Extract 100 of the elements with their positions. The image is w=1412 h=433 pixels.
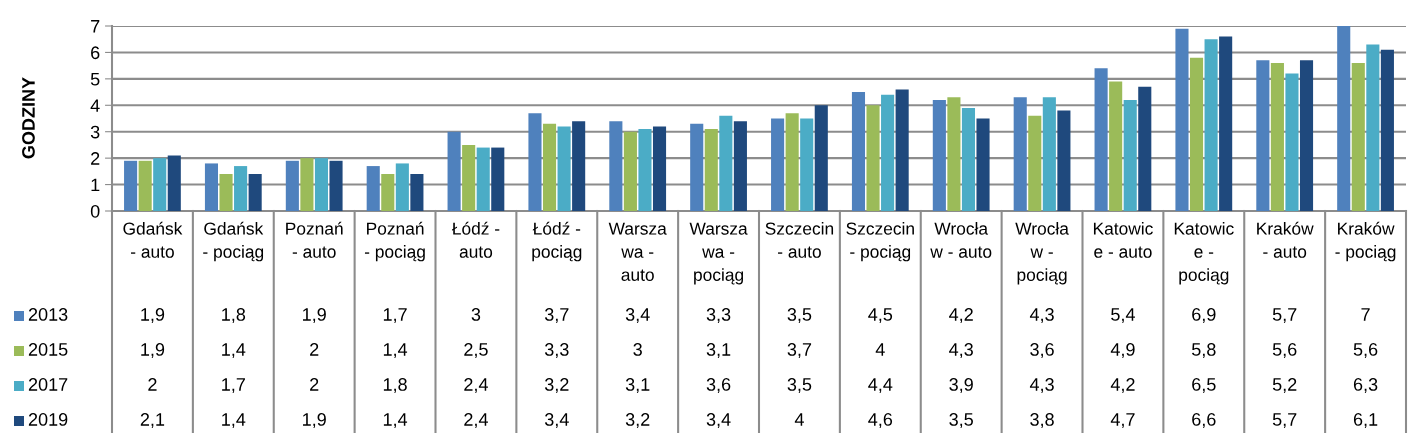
x-tick-label: Szczecin - pociąg <box>846 222 914 262</box>
bar <box>1351 63 1365 211</box>
bar <box>528 113 542 211</box>
data-label: 3,7 <box>544 308 569 323</box>
bar <box>366 166 380 211</box>
bar <box>814 105 828 211</box>
data-label: 4,6 <box>868 413 893 428</box>
data-label: 3,3 <box>544 343 569 358</box>
bar <box>572 121 586 211</box>
data-label: 3,1 <box>625 378 650 393</box>
bar <box>167 155 181 211</box>
data-label: 1,8 <box>222 308 246 323</box>
data-label: 1,4 <box>383 413 408 428</box>
bar <box>800 118 814 211</box>
data-label: 4,9 <box>1110 343 1135 358</box>
bar <box>895 89 909 211</box>
data-label: 1,9 <box>303 308 326 323</box>
bar <box>381 174 395 211</box>
bar <box>851 92 866 211</box>
bar <box>447 131 461 211</box>
bar <box>1299 60 1314 211</box>
data-label: 5,7 <box>1272 308 1297 323</box>
data-label: 3,2 <box>544 378 569 393</box>
bar <box>124 160 138 211</box>
bar <box>1057 110 1071 211</box>
data-label: 4,2 <box>949 308 973 323</box>
data-label: 6,1 <box>1353 413 1378 428</box>
y-tick-label: 3 <box>90 125 100 139</box>
bar <box>491 147 505 211</box>
bar <box>462 144 476 211</box>
data-label: 3,5 <box>787 378 812 393</box>
bar <box>947 97 961 211</box>
bar <box>557 126 571 211</box>
data-label: 3,6 <box>706 378 731 393</box>
data-label: 2,1 <box>140 413 165 428</box>
data-label: 4,4 <box>868 378 893 393</box>
data-label: 2,4 <box>464 413 488 428</box>
bar <box>234 166 248 211</box>
bar <box>719 115 733 211</box>
data-label: 1,9 <box>141 343 165 358</box>
bar <box>1256 60 1270 211</box>
bar <box>1028 115 1042 211</box>
bar <box>1175 28 1189 211</box>
y-tick-label: 6 <box>91 46 100 60</box>
data-label: 5,6 <box>1272 343 1297 358</box>
bar <box>1123 100 1137 211</box>
bar <box>138 160 152 211</box>
y-tick-label: 7 <box>91 20 100 33</box>
data-label: 5,8 <box>1191 343 1216 358</box>
bar <box>153 158 167 211</box>
data-label: 3 <box>633 343 642 356</box>
bar <box>1109 81 1123 211</box>
bar <box>690 123 704 211</box>
bar <box>623 131 637 211</box>
data-label: 3,4 <box>706 413 731 428</box>
legend-label: 2015 <box>28 343 68 356</box>
data-label: 1,4 <box>383 343 408 358</box>
bar <box>1285 73 1299 211</box>
y-tick-label: 5 <box>90 72 100 86</box>
bar <box>285 160 299 211</box>
bar <box>542 123 557 211</box>
x-tick-label: Warsza wa - auto <box>608 222 667 281</box>
data-label: 4,3 <box>1029 378 1054 393</box>
bar <box>204 163 219 211</box>
data-label: 4,3 <box>1029 308 1054 323</box>
bar <box>1380 49 1394 211</box>
data-label: 1,4 <box>222 413 246 428</box>
data-label: 3,5 <box>949 413 973 428</box>
data-label: 2 <box>310 378 319 391</box>
bar <box>1042 97 1056 211</box>
bar <box>704 129 718 211</box>
x-tick-label: Poznań - pociąg <box>364 221 425 262</box>
x-tick-label: Katowic e - pociąg <box>1174 222 1234 285</box>
bar <box>300 158 314 211</box>
y-axis-title: GODZINY <box>22 77 35 159</box>
x-tick-label: Szczecin - auto <box>765 222 834 258</box>
x-tick-label: Kraków - pociąg <box>1335 221 1396 262</box>
data-label: 2 <box>148 378 157 391</box>
data-label: 1,4 <box>222 343 246 358</box>
bar <box>866 105 880 211</box>
x-tick-label: Gdańsk - auto <box>123 221 183 258</box>
bar <box>638 129 652 211</box>
data-label: 1,9 <box>303 413 326 428</box>
data-label: 3,4 <box>544 413 569 428</box>
data-label: 3,5 <box>787 308 812 323</box>
legend-label: 2017 <box>28 378 68 391</box>
data-label: 1,7 <box>222 378 245 393</box>
bar <box>410 174 424 211</box>
data-label: 3,8 <box>1030 413 1054 428</box>
bar <box>785 113 799 211</box>
y-tick-label: 1 <box>91 178 100 192</box>
bar <box>1013 97 1027 211</box>
data-label: 2,4 <box>464 378 488 393</box>
data-label: 4,3 <box>949 343 973 358</box>
bar <box>932 100 946 211</box>
bar <box>976 118 990 211</box>
bar <box>652 126 667 211</box>
bar <box>961 107 976 211</box>
bar <box>1189 57 1204 211</box>
data-label: 5,2 <box>1272 378 1297 393</box>
